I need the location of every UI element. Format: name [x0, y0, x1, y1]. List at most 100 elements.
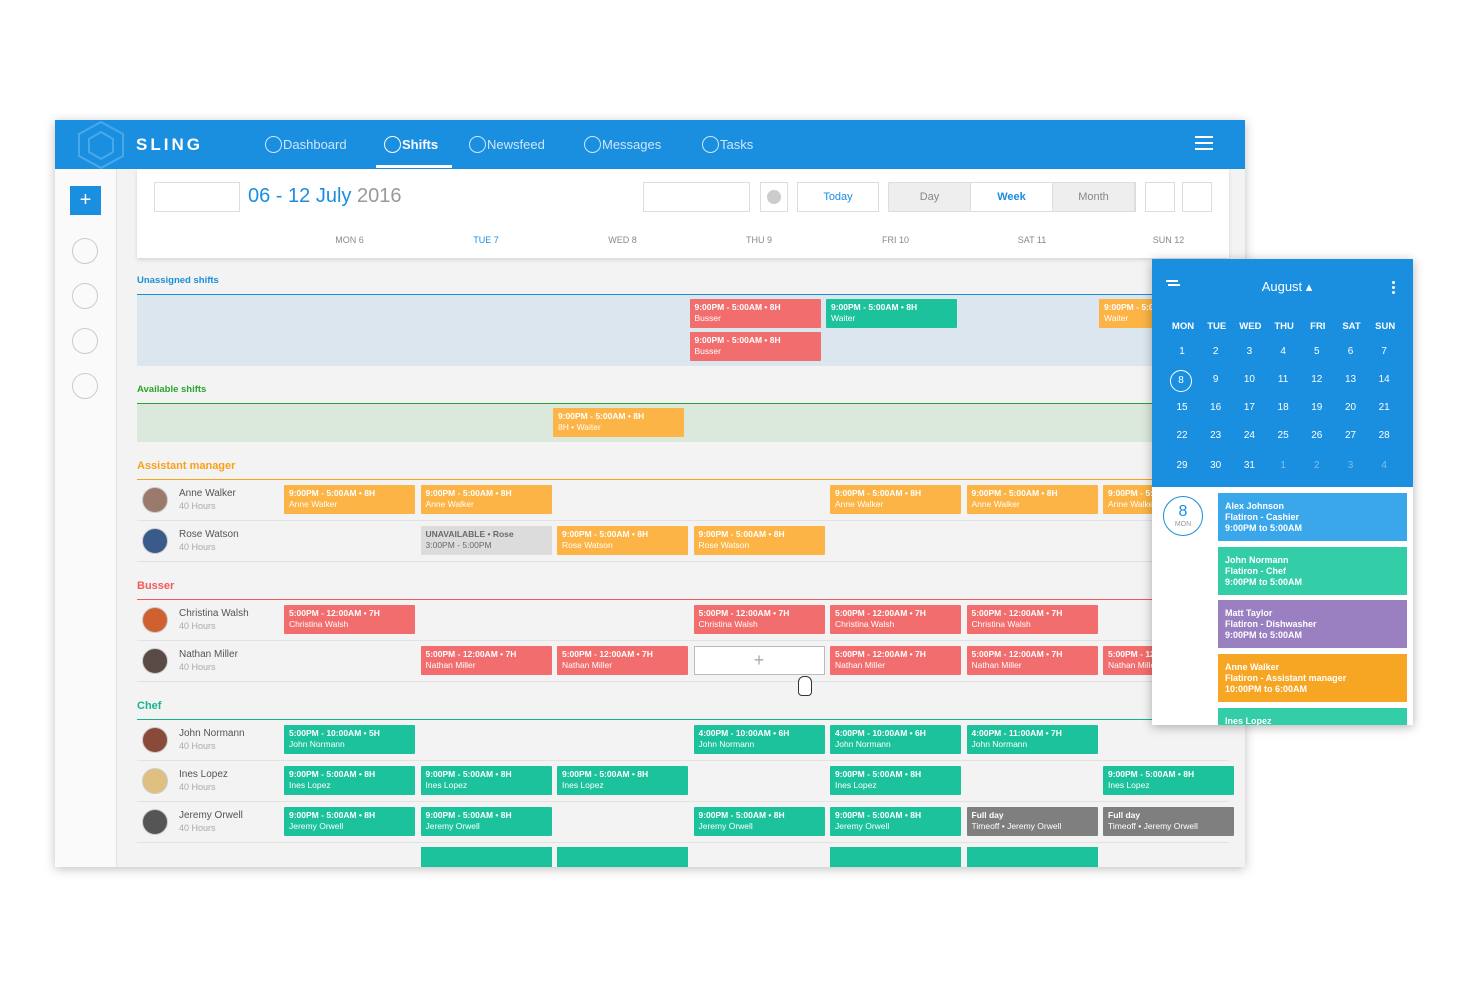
shift[interactable]: 9:00PM - 5:00AM • 8H Rose Watson: [557, 526, 688, 555]
agenda-event[interactable]: Alex Johnson Flatiron - Cashier 9:00PM to …: [1218, 493, 1407, 541]
section-line: [137, 294, 1229, 295]
date[interactable]: 17: [1243, 402, 1255, 413]
date-next-month[interactable]: 4: [1381, 460, 1387, 471]
shift[interactable]: 9:00PM - 5:00AM • 8H Jeremy Orwell: [284, 807, 415, 836]
shift[interactable]: 9:00PM - 5:00AM • 8H Ines Lopez: [557, 766, 688, 795]
shift[interactable]: 9:00PM - 5:00AM • 8H Busser: [689, 332, 821, 361]
date[interactable]: 19: [1311, 402, 1323, 413]
shift[interactable]: 9:00PM - 5:00AM • 8H Ines Lopez: [420, 766, 552, 795]
date[interactable]: 31: [1243, 460, 1255, 471]
shift[interactable]: 9:00PM - 5:00AM • 8H Jeremy Orwell: [420, 807, 552, 836]
agenda-event[interactable]: Matt Taylor Flatiron - Dishwasher 9:00PM t…: [1218, 600, 1407, 649]
date[interactable]: 22: [1176, 430, 1188, 441]
date[interactable]: 18: [1277, 402, 1289, 413]
nav-item[interactable]: Tasks: [720, 137, 754, 152]
date[interactable]: 25: [1277, 430, 1289, 441]
shift[interactable]: 9:00PM - 5:00AM • 8H Jeremy Orwell: [693, 807, 825, 836]
locations-icon[interactable]: [72, 238, 98, 264]
calendar-menu[interactable]: [1392, 281, 1395, 284]
date[interactable]: 1: [1179, 346, 1185, 357]
shift[interactable]: 5:00PM - 12:00AM • 7H Christina Walsh: [284, 605, 415, 634]
date[interactable]: 11: [1277, 374, 1289, 385]
agenda-event[interactable]: Anne Walker Flatiron - Assistant manager 1…: [1218, 654, 1407, 703]
date[interactable]: 16: [1210, 402, 1222, 413]
date[interactable]: 23: [1210, 430, 1222, 441]
shift[interactable]: 5:00PM - 10:00AM • 5H John Normann: [284, 725, 415, 754]
view-option[interactable]: Day: [889, 183, 971, 211]
nav-item[interactable]: Newsfeed: [487, 137, 545, 152]
date[interactable]: 2: [1212, 346, 1219, 357]
shift[interactable]: 9:00PM - 5:00AM • 8H Ines Lopez: [830, 766, 961, 795]
shift[interactable]: 9:00PM - 5:00AM • 8H Busser: [689, 299, 821, 328]
agenda-event[interactable]: John Normann Flatiron - Chef 9:00PM to 5:0…: [1218, 546, 1407, 595]
menu-button[interactable]: [1195, 136, 1213, 138]
shift[interactable]: 5:00PM - 12:00AM • 7H Christina Walsh: [693, 605, 825, 634]
action-buttons[interactable]: [643, 182, 750, 212]
add-shift[interactable]: +: [693, 646, 825, 675]
date[interactable]: 21: [1378, 402, 1390, 413]
date[interactable]: 10: [1243, 374, 1255, 385]
shift[interactable]: 9:00PM - 5:00AM • 8H Rose Watson: [693, 526, 825, 555]
date-next-month[interactable]: 2: [1314, 460, 1320, 471]
date-next-month[interactable]: 3: [1347, 460, 1354, 471]
date[interactable]: 14: [1378, 374, 1390, 385]
date[interactable]: 12: [1311, 374, 1323, 385]
date[interactable]: 29: [1176, 460, 1188, 471]
date[interactable]: 13: [1344, 374, 1357, 385]
date[interactable]: 3: [1246, 346, 1253, 357]
positions-icon[interactable]: [72, 283, 98, 309]
month-title[interactable]: August ▴: [1261, 279, 1313, 294]
list-icon[interactable]: [72, 328, 98, 354]
add-button[interactable]: +: [70, 186, 101, 215]
record-button[interactable]: [760, 182, 788, 212]
agenda-event[interactable]: Ines Lopez: [1218, 707, 1407, 725]
date[interactable]: 30: [1210, 460, 1222, 471]
view-option[interactable]: Week: [971, 183, 1053, 211]
date[interactable]: 28: [1378, 430, 1390, 441]
date[interactable]: 20: [1344, 402, 1357, 413]
date[interactable]: 15: [1176, 402, 1188, 413]
shift[interactable]: 9:00PM - 5:00AM • 8H Jeremy Orwell: [830, 807, 961, 836]
view-option[interactable]: Month: [1053, 183, 1135, 211]
shift[interactable]: 9:00PM - 5:00AM • 8H Ines Lopez: [284, 766, 415, 795]
nav-item[interactable]: Shifts: [402, 137, 439, 152]
shift[interactable]: 9:00PM - 5:00AM • 8H Ines Lopez: [1103, 766, 1234, 795]
nav-item[interactable]: Dashboard: [283, 137, 347, 152]
shift[interactable]: Full day Timeoff • Jeremy Orwell: [1103, 807, 1234, 836]
shift[interactable]: 9:00PM - 5:00AM • 8H 8H • Waiter: [553, 408, 684, 437]
date[interactable]: 24: [1243, 430, 1255, 441]
shift[interactable]: 4:00PM - 10:00AM • 6H John Normann: [693, 725, 825, 754]
date[interactable]: 4: [1280, 346, 1286, 357]
shift[interactable]: 5:00PM - 12:00AM • 7H Christina Walsh: [830, 605, 961, 634]
shift[interactable]: 5:00PM - 12:00AM • 7H Christina Walsh: [966, 605, 1098, 634]
today-button[interactable]: Today: [797, 182, 879, 212]
shift[interactable]: Full day Timeoff • Jeremy Orwell: [966, 807, 1098, 836]
date[interactable]: 27: [1344, 430, 1357, 441]
print-button[interactable]: [1145, 182, 1175, 212]
week-pager[interactable]: [154, 182, 240, 212]
date[interactable]: 6: [1347, 346, 1354, 357]
shift[interactable]: 9:00PM - 5:00AM • 8H Waiter: [826, 299, 957, 328]
more-button[interactable]: [1182, 182, 1212, 212]
shift[interactable]: 4:00PM - 11:00AM • 7H John Normann: [966, 725, 1098, 754]
nav-item[interactable]: Messages: [602, 137, 662, 152]
date[interactable]: 8: [1170, 370, 1192, 392]
date[interactable]: 7: [1381, 346, 1387, 357]
filter-icon[interactable]: [1166, 280, 1178, 282]
date[interactable]: 5: [1314, 346, 1320, 357]
date-next-month[interactable]: 1: [1280, 460, 1286, 471]
shift[interactable]: 4:00PM - 10:00AM • 6H John Normann: [830, 725, 961, 754]
date[interactable]: 9: [1212, 374, 1219, 385]
shift-label: Ines Lopez: [289, 780, 331, 790]
date[interactable]: 26: [1311, 430, 1323, 441]
settings-icon[interactable]: [72, 373, 98, 399]
shift[interactable]: UNAVAILABLE • Rose 3:00PM - 5:00PM: [420, 526, 552, 555]
